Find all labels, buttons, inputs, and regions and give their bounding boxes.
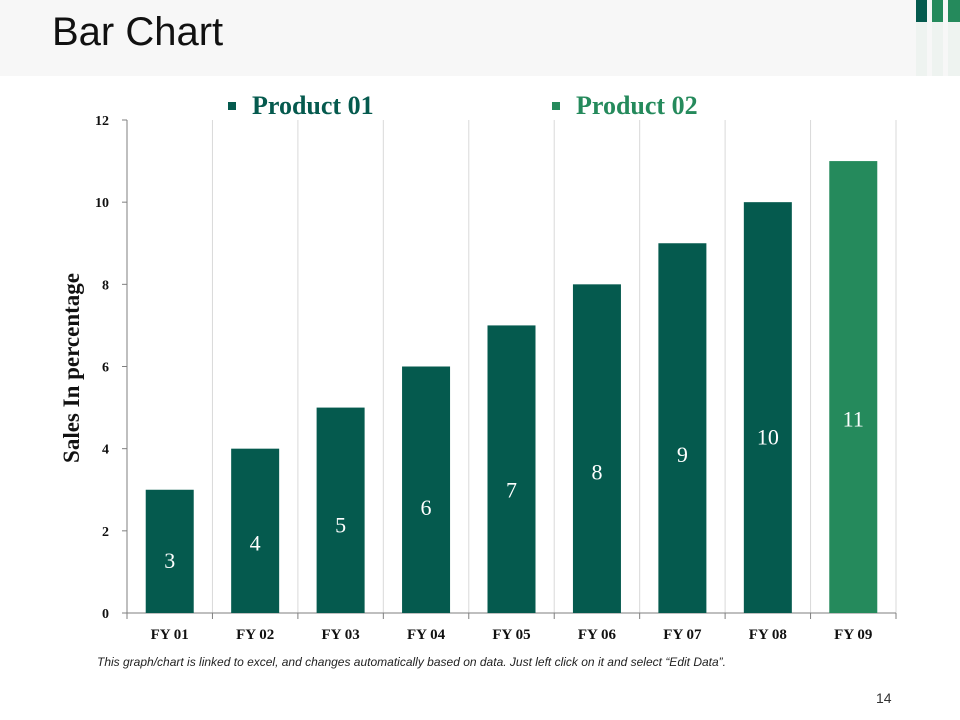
- y-tick-label: 8: [102, 278, 109, 293]
- bar: [145, 489, 194, 613]
- corner-decoration: [932, 22, 943, 76]
- y-tick-label: 0: [102, 607, 109, 622]
- corner-decoration: [916, 0, 927, 22]
- data-label: 3: [164, 548, 175, 573]
- bar: [487, 325, 536, 613]
- bar: [572, 284, 621, 613]
- data-label: 6: [421, 495, 432, 520]
- legend-item-product-02: Product 02: [552, 90, 698, 122]
- legend-swatch-product-02: [552, 102, 560, 110]
- x-tick-label: FY 09: [834, 627, 872, 643]
- corner-decoration: [916, 22, 927, 76]
- bar: [743, 202, 792, 613]
- data-label: 5: [335, 513, 346, 538]
- legend-item-product-01: Product 01: [228, 90, 374, 122]
- bar: [829, 161, 878, 614]
- y-tick-label: 4: [102, 443, 109, 458]
- data-label: 11: [843, 407, 864, 432]
- x-tick-label: FY 03: [322, 627, 360, 643]
- data-label: 4: [250, 530, 261, 555]
- x-tick-label: FY 05: [492, 627, 530, 643]
- data-label: 9: [677, 442, 688, 467]
- legend-label-product-01: Product 01: [252, 91, 374, 120]
- data-label: 8: [591, 460, 602, 485]
- bar: [316, 407, 365, 613]
- footnote: This graph/chart is linked to excel, and…: [97, 655, 726, 669]
- bar: [231, 448, 280, 613]
- y-tick-label: 10: [95, 196, 109, 211]
- x-tick-label: FY 01: [151, 627, 189, 643]
- slide-title: Bar Chart: [52, 10, 224, 54]
- legend-swatch-product-01: [228, 102, 236, 110]
- corner-decoration: [932, 0, 943, 22]
- data-label: 7: [506, 477, 517, 502]
- corner-decoration: [948, 0, 960, 22]
- y-tick-label: 2: [102, 525, 109, 540]
- legend-label-product-02: Product 02: [576, 91, 698, 120]
- y-tick-label: 12: [95, 114, 109, 129]
- x-tick-label: FY 07: [663, 627, 702, 643]
- bar: [658, 243, 707, 613]
- corner-decoration: [948, 22, 960, 76]
- x-tick-label: FY 08: [749, 627, 787, 643]
- x-tick-label: FY 06: [578, 627, 617, 643]
- x-tick-label: FY 02: [236, 627, 274, 643]
- x-tick-label: FY 04: [407, 627, 446, 643]
- y-tick-label: 6: [102, 361, 109, 376]
- data-label: 10: [757, 424, 779, 449]
- title-band: [0, 0, 960, 76]
- page-number: 14: [876, 690, 892, 706]
- bar: [402, 366, 451, 613]
